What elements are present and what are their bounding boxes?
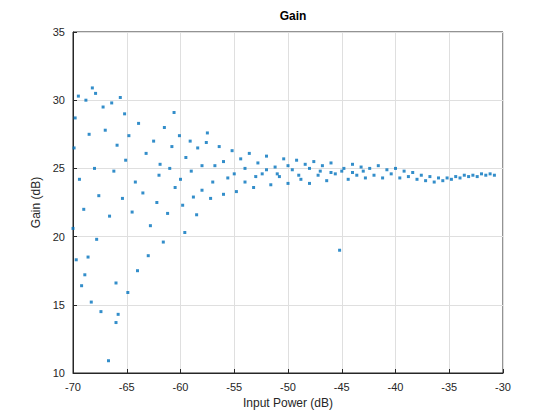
svg-text:-30: -30 <box>495 381 511 393</box>
svg-text:35: 35 <box>53 26 65 38</box>
svg-text:10: 10 <box>53 367 65 379</box>
svg-text:-55: -55 <box>226 381 242 393</box>
svg-text:30: 30 <box>53 94 65 106</box>
svg-text:-70: -70 <box>65 381 81 393</box>
svg-text:Gain (dB): Gain (dB) <box>29 177 43 228</box>
svg-text:-60: -60 <box>173 381 189 393</box>
svg-text:-40: -40 <box>388 381 404 393</box>
svg-text:25: 25 <box>53 162 65 174</box>
svg-text:-50: -50 <box>280 381 296 393</box>
svg-text:15: 15 <box>53 299 65 311</box>
svg-text:-35: -35 <box>441 381 457 393</box>
svg-text:Input Power (dB): Input Power (dB) <box>243 396 333 410</box>
svg-text:-65: -65 <box>119 381 135 393</box>
svg-text:Gain: Gain <box>280 9 307 23</box>
svg-text:20: 20 <box>53 231 65 243</box>
svg-text:-45: -45 <box>334 381 350 393</box>
